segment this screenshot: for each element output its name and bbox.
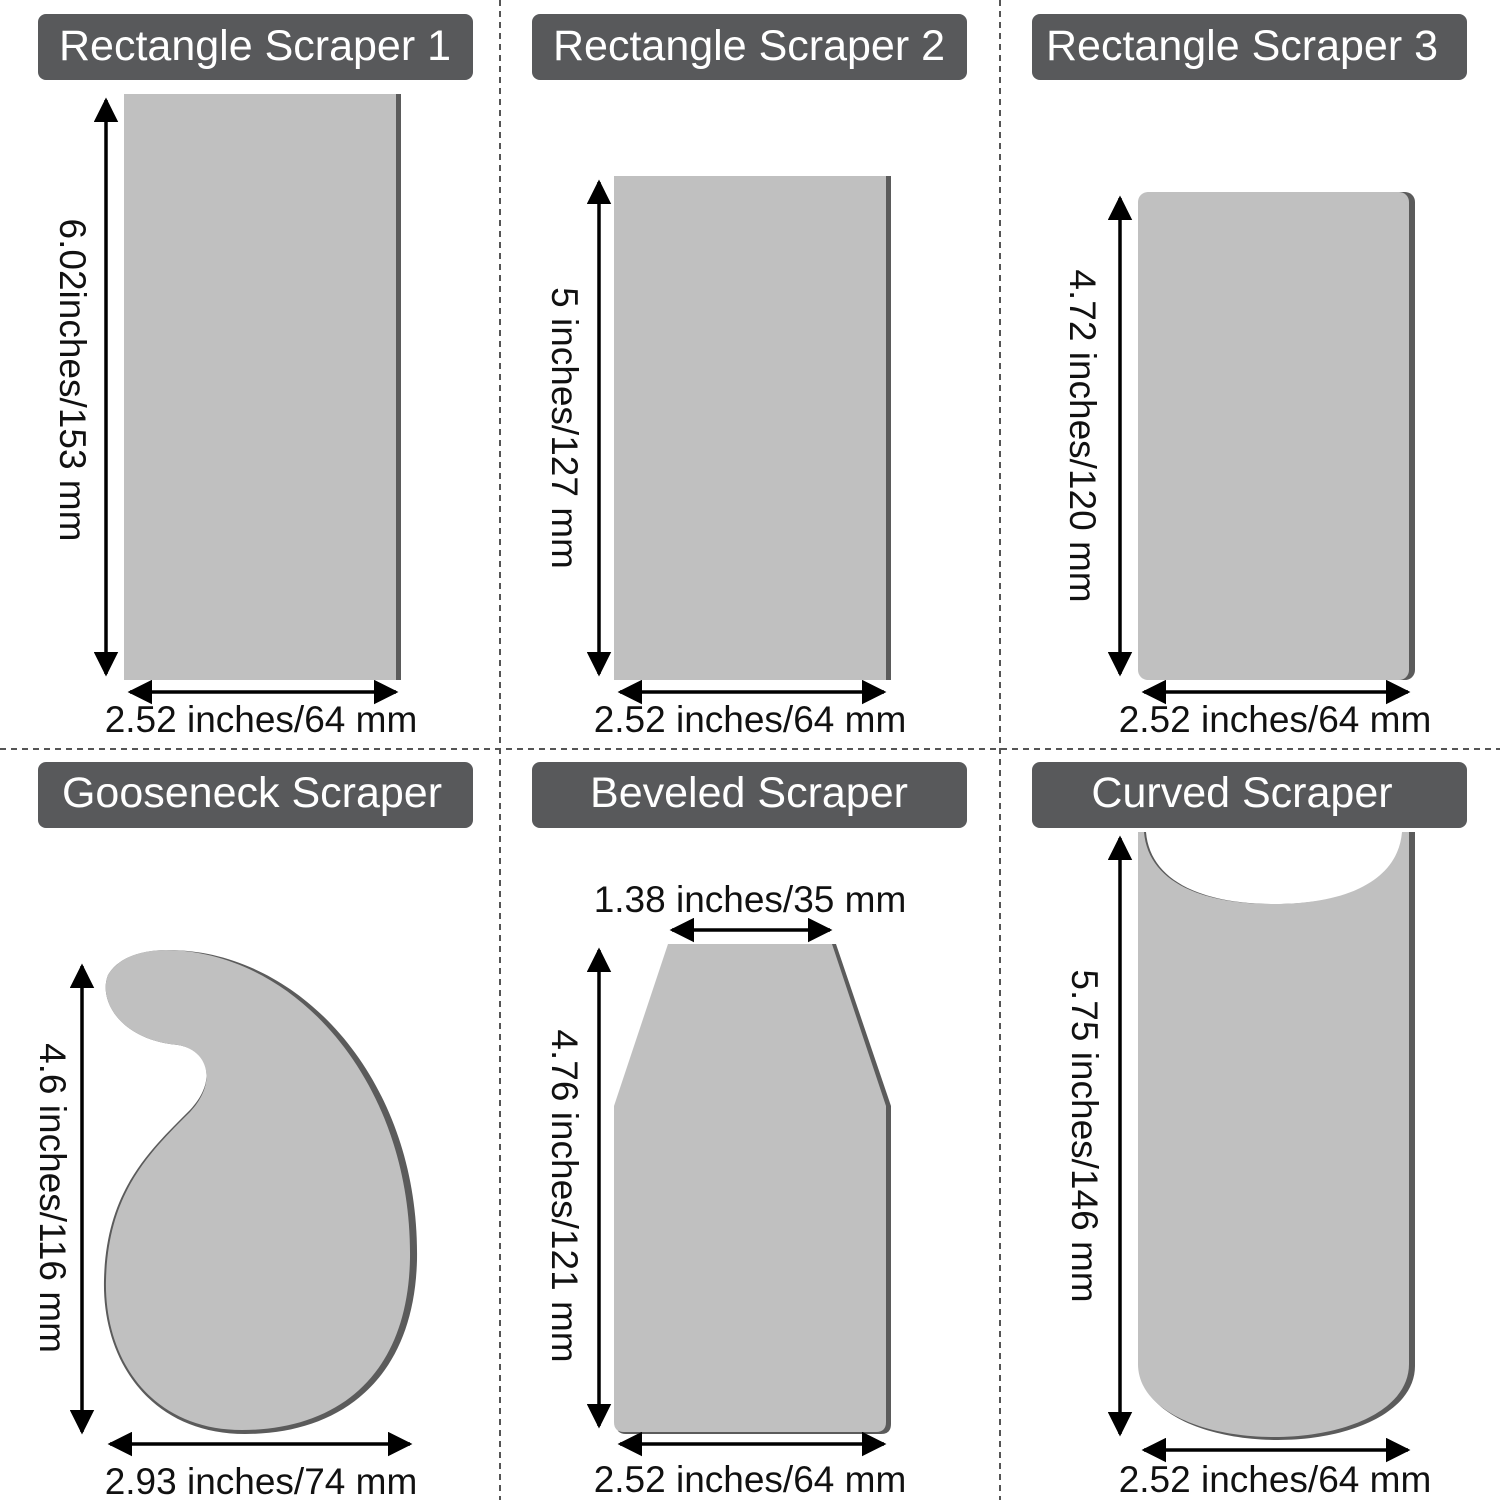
panel-rectangle-scraper-3: Rectangle Scraper 3 4.72 inches/120 mm 2…: [1032, 14, 1467, 740]
title-badge: [38, 14, 473, 80]
width-label: 2.93 inches/74 mm: [105, 1461, 418, 1500]
panel-title: Gooseneck Scraper: [62, 769, 442, 817]
rectangle-scraper-2-shape: [614, 176, 886, 680]
height-label: 4.6 inches/116 mm: [32, 1043, 73, 1353]
panel-curved-scraper: Curved Scraper 5.75 inches/146 mm 2.52 i…: [1032, 762, 1467, 1500]
beveled-scraper-shape: [614, 944, 886, 1432]
width-label: 2.52 inches/64 mm: [105, 699, 418, 740]
width-label: 2.52 inches/64 mm: [594, 1459, 907, 1500]
title-badge: [532, 762, 967, 828]
title-badge: [532, 14, 967, 80]
title-badge: [1032, 762, 1467, 828]
height-label: 6.02inches/153 mm: [52, 219, 93, 542]
rectangle-scraper-1-shape: [124, 94, 396, 680]
curved-scraper-shape: [1138, 832, 1409, 1437]
title-badge: [1032, 14, 1467, 80]
panel-title: Rectangle Scraper 1: [59, 22, 451, 70]
panel-rectangle-scraper-2: Rectangle Scraper 2 5 inches/127 mm 2.52…: [532, 14, 967, 740]
top-width-label: 1.38 inches/35 mm: [594, 879, 907, 920]
height-label: 4.72 inches/120 mm: [1062, 269, 1103, 602]
panel-title: Beveled Scraper: [590, 769, 908, 817]
panel-title: Rectangle Scraper 3: [1046, 22, 1438, 70]
width-label: 2.52 inches/64 mm: [594, 699, 907, 740]
panel-beveled-scraper: Beveled Scraper 1.38 inches/35 mm 4.76 i…: [532, 762, 967, 1500]
height-label: 5 inches/127 mm: [544, 287, 585, 569]
rectangle-scraper-3-shape: [1138, 192, 1409, 680]
height-label: 5.75 inches/146 mm: [1064, 969, 1105, 1302]
width-label: 2.52 inches/64 mm: [1119, 699, 1432, 740]
gooseneck-scraper-shape: [105, 950, 411, 1430]
title-badge: [38, 762, 473, 828]
panel-gooseneck-scraper: Gooseneck Scraper 4.6 inches/116 mm 2.93…: [32, 762, 473, 1500]
height-label: 4.76 inches/121 mm: [544, 1029, 585, 1362]
panel-rectangle-scraper-1: Rectangle Scraper 1 6.02inches/153 mm 2.…: [38, 14, 473, 740]
panel-title: Rectangle Scraper 2: [553, 22, 945, 70]
width-label: 2.52 inches/64 mm: [1119, 1459, 1432, 1500]
panel-title: Curved Scraper: [1091, 769, 1392, 817]
